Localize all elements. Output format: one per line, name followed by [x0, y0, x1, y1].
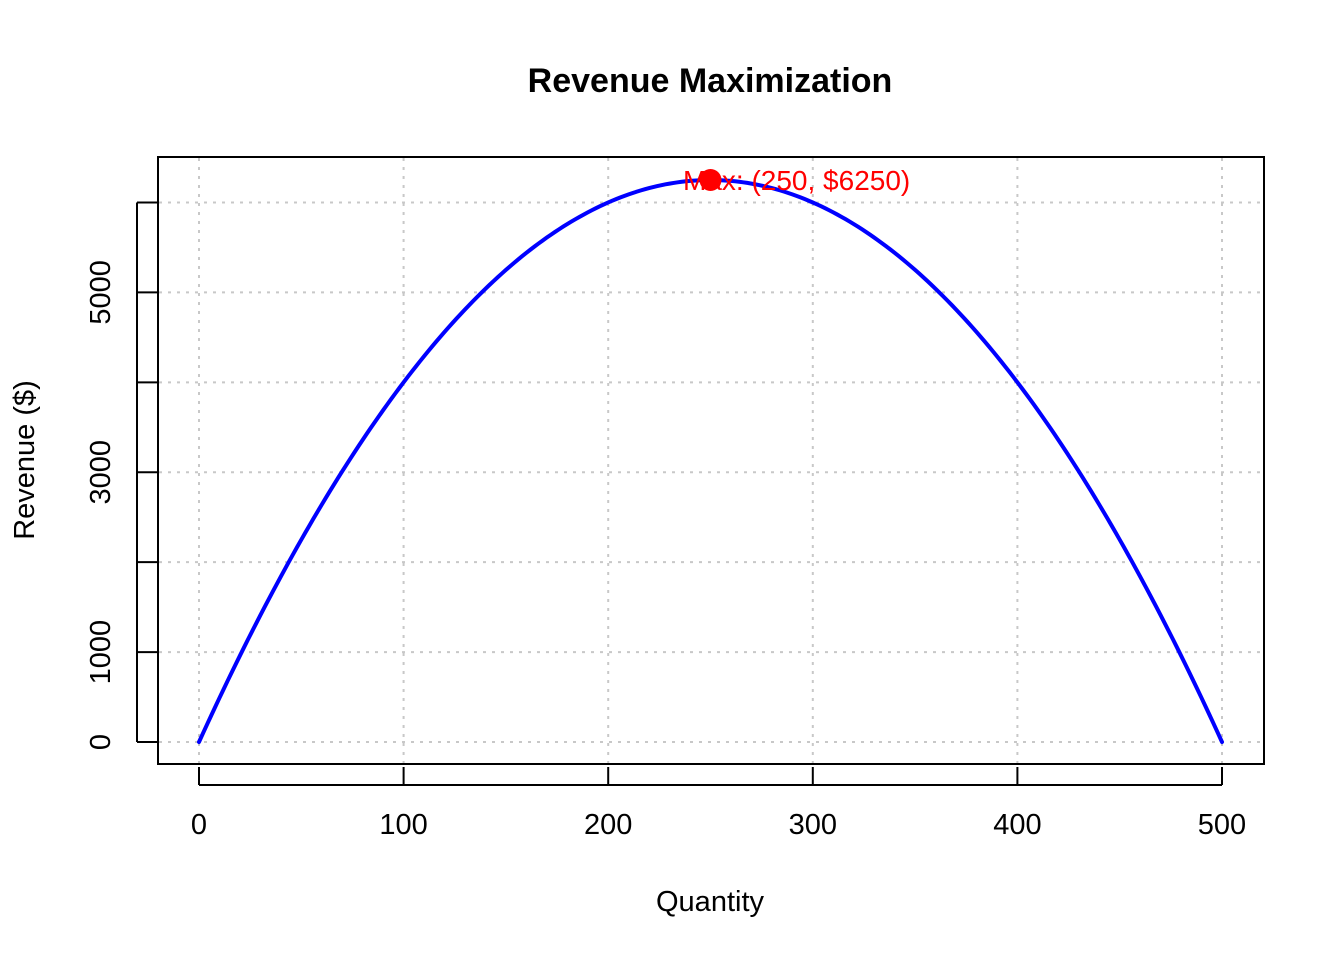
x-tick-label: 400 [993, 809, 1041, 841]
x-tick-label: 300 [789, 809, 837, 841]
plot-frame [157, 156, 1265, 765]
y-tick-label: 0 [85, 734, 117, 750]
y-tick-label: 5000 [85, 260, 117, 325]
x-tick-label: 100 [379, 809, 427, 841]
max-point-label: Max: (250, $6250) [683, 165, 910, 196]
x-tick-label: 200 [584, 809, 632, 841]
x-axis: 0 100 200 300 400 500 [191, 767, 1246, 841]
y-axis: 0 1000 3000 5000 [85, 201, 157, 750]
y-axis-label: Revenue ($) [9, 380, 41, 540]
y-tick-label: 3000 [85, 440, 117, 505]
chart-title: Revenue Maximization [528, 62, 893, 100]
max-point-marker [699, 169, 722, 191]
max-annotation: Max: (250, $6250) [683, 165, 910, 196]
y-tick-label: 1000 [85, 620, 117, 685]
x-axis-label: Quantity [656, 886, 764, 918]
x-tick-label: 500 [1198, 809, 1246, 841]
grid-lines [159, 158, 1263, 763]
x-tick-label: 0 [191, 809, 207, 841]
